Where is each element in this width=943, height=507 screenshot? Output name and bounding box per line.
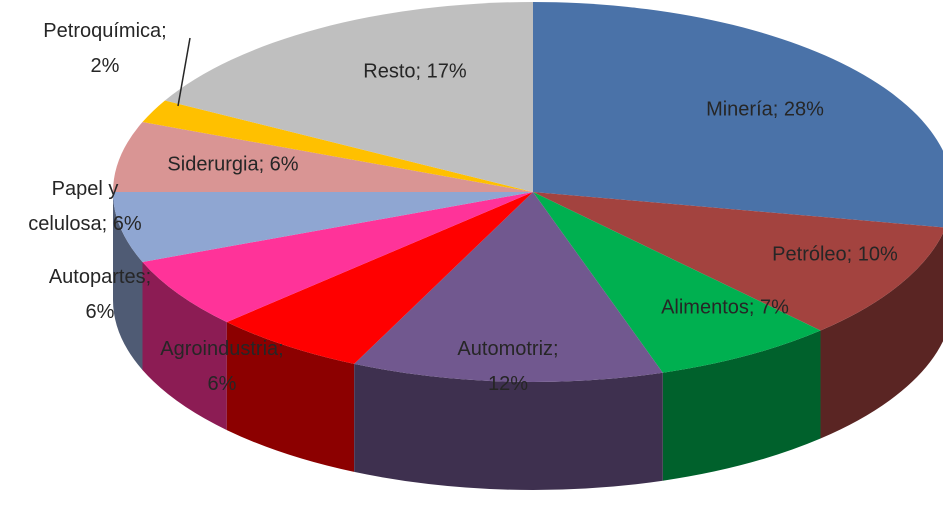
slice-side (142, 261, 227, 431)
slice (142, 100, 533, 192)
data-label: Alimentos; 7% (661, 296, 789, 318)
leader-line (177, 37, 191, 107)
slice-side (226, 322, 355, 472)
data-label: Minería; 28% (706, 98, 824, 120)
slice (113, 122, 533, 192)
slice (533, 192, 943, 331)
slice (164, 2, 534, 192)
slice (533, 192, 821, 373)
data-label: Siderurgia; 6% (167, 153, 298, 175)
slice-side (820, 233, 943, 439)
slice (226, 192, 533, 364)
slice (142, 192, 533, 323)
slice-side (113, 192, 143, 370)
slice-side (662, 330, 821, 481)
slice-side (354, 363, 663, 491)
data-label: Autopartes; 6% (49, 266, 151, 323)
data-label: Petróleo; 10% (772, 243, 898, 265)
data-label: Petroquímica; 2% (43, 20, 166, 77)
data-label: Automotriz; 12% (457, 338, 558, 395)
data-label: Agroindustria; 6% (160, 338, 283, 395)
slice (113, 192, 533, 262)
data-label: Resto; 17% (363, 60, 467, 82)
data-label: Papel y celulosa; 6% (28, 178, 142, 235)
slice (354, 192, 663, 383)
slice (533, 2, 943, 228)
